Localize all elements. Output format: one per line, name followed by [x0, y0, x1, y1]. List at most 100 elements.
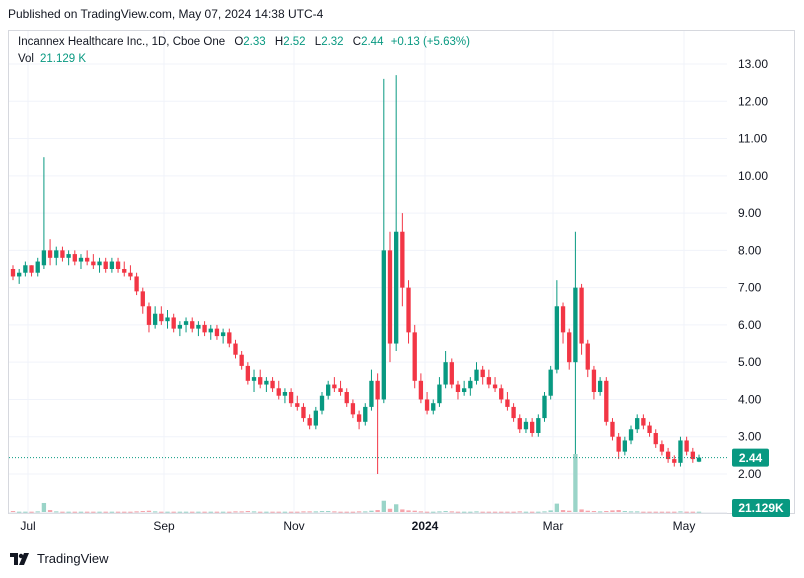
candle-body [492, 384, 498, 389]
candle-body [190, 321, 195, 329]
candle-body [140, 291, 145, 307]
volume-bar [344, 511, 349, 513]
candle-body [270, 380, 275, 389]
volume-bar [214, 511, 220, 513]
volume-bar [134, 511, 139, 513]
volume-bar [60, 511, 65, 513]
volume-bar [338, 511, 343, 513]
candle-body [604, 380, 609, 422]
candle-body [579, 287, 584, 344]
volume-bar [128, 511, 133, 513]
candle-body [307, 418, 312, 426]
candle-body [536, 418, 541, 433]
candle-body [690, 451, 695, 460]
tradingview-footer[interactable]: TradingView [10, 551, 109, 566]
candle-body [227, 332, 232, 344]
symbol-title: Incannex Healthcare Inc., 1D, Cboe One [18, 36, 226, 48]
volume-bar [523, 511, 529, 513]
candle-body [443, 362, 448, 385]
volume-bar [387, 508, 393, 512]
candle-body [597, 380, 603, 392]
volume-bar [258, 511, 263, 513]
volume-bar [171, 511, 176, 513]
last-price-label: 2.44 [739, 451, 763, 465]
candle-body [78, 257, 84, 262]
volume-bar [208, 511, 213, 513]
volume-bar [72, 511, 77, 513]
candle-body [511, 406, 516, 419]
y-tick-label: 3.00 [738, 430, 762, 444]
candle-body [84, 257, 90, 262]
close-label: C [352, 36, 362, 48]
volume-bar [486, 511, 492, 513]
candle-body [610, 421, 615, 437]
volume-bar [406, 510, 411, 512]
candle-body [468, 380, 473, 389]
volume-bar [437, 511, 442, 513]
volume-bar [183, 511, 189, 513]
volume-bar [23, 511, 28, 513]
candle-body [684, 440, 689, 452]
volume-bar [47, 510, 53, 512]
volume-bar [350, 511, 356, 513]
volume-bar [109, 511, 115, 513]
volume-bar [511, 511, 516, 513]
volume-bar [505, 511, 510, 513]
candle-body [214, 328, 220, 337]
volume-bar [196, 511, 201, 513]
volume-bar [122, 511, 127, 513]
candle-body [696, 457, 702, 462]
volume-bar [313, 511, 318, 513]
volume-bar [66, 511, 71, 513]
candle-body [665, 451, 671, 460]
y-tick-label: 11.00 [738, 132, 767, 146]
candle-body [313, 410, 318, 426]
x-tick-label: Nov [283, 519, 304, 533]
candle-body [628, 429, 634, 441]
volume-bar [29, 511, 34, 513]
volume-bar [220, 511, 226, 513]
candle-body [220, 332, 226, 337]
candle-body [591, 369, 597, 392]
volume-bar [474, 511, 479, 513]
published-note: Published on TradingView.com, May 07, 20… [8, 7, 324, 21]
y-tick-label: 10.00 [738, 169, 768, 183]
volume-bar [369, 510, 374, 512]
volume-bar [307, 511, 312, 513]
candle-body [103, 261, 108, 269]
volume-bar [424, 511, 430, 513]
candle-body [326, 384, 331, 396]
candle-body [499, 388, 504, 400]
candle-body [171, 317, 176, 329]
candle-body [109, 261, 115, 269]
candle-body [258, 377, 263, 385]
candle-body [678, 440, 683, 463]
candle-body [455, 384, 461, 392]
candle-body [622, 440, 628, 452]
volume-bar [10, 511, 16, 513]
volume-bar [461, 511, 467, 513]
volume-bar [622, 511, 628, 513]
volume-badge [732, 499, 790, 517]
candle-body [208, 328, 213, 333]
volume-badge-label: 21.129K [738, 501, 784, 515]
candle-body [381, 250, 386, 400]
volume-bar [665, 511, 671, 513]
volume-bar [190, 511, 195, 513]
volume-bar [548, 510, 553, 512]
volume-bar [394, 504, 399, 512]
open-label: O [234, 36, 244, 48]
candle-body [233, 343, 238, 355]
candle-body [641, 418, 646, 426]
volume-bar [468, 511, 473, 513]
candle-body [505, 399, 510, 407]
candle-body [288, 392, 294, 404]
candle-body [115, 261, 121, 269]
volume-bar [696, 511, 702, 513]
volume-value: 21.129 K [40, 53, 87, 65]
y-tick-label: 5.00 [738, 355, 762, 369]
volume-bar [647, 511, 652, 513]
volume-bar [41, 502, 47, 512]
volume-bar [672, 511, 677, 513]
